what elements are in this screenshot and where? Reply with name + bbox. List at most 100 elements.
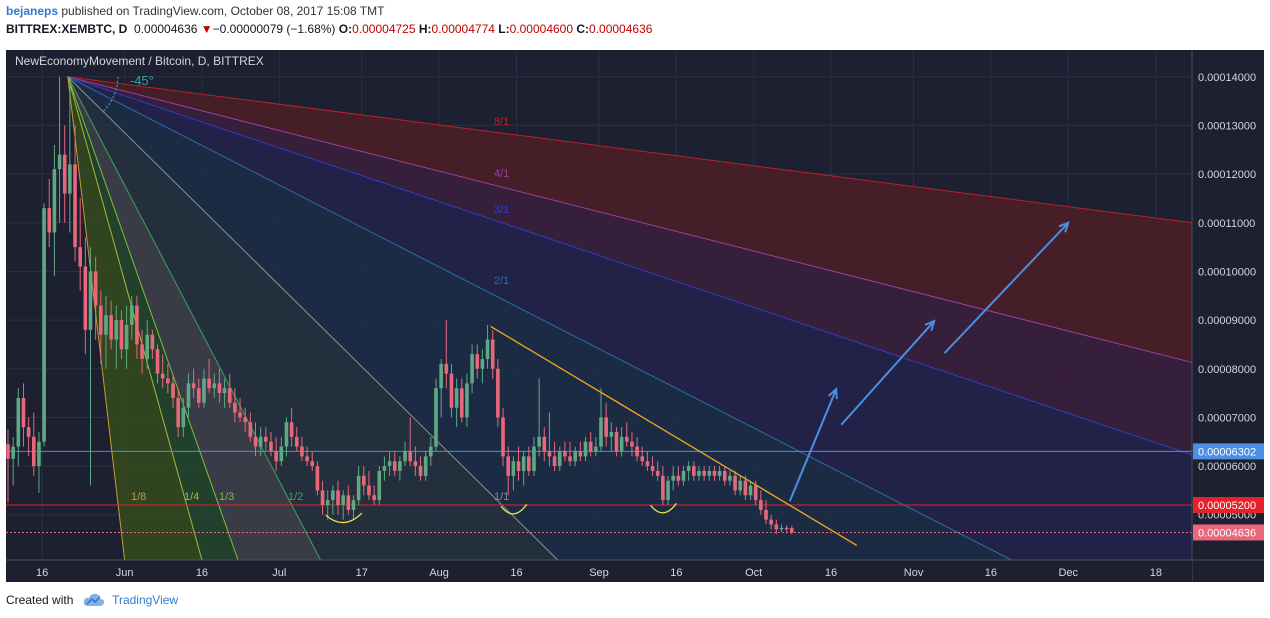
candle-body — [367, 485, 371, 496]
gann-fan-zone — [67, 76, 1192, 363]
candle-body — [707, 470, 712, 476]
price-chart[interactable]: -45° 8/1 4/1 3/1 2/1 1/1 1/2 1/3 1/4 1/8 0.0001400… — [6, 50, 1264, 582]
candle-body — [253, 436, 258, 447]
candle-body — [294, 436, 299, 447]
gann-angle-arc — [102, 76, 119, 113]
gann-fan-ray — [67, 76, 1193, 456]
candle-body — [243, 417, 248, 423]
candle-body — [485, 339, 490, 360]
candle-body — [594, 446, 598, 452]
candle-body — [661, 475, 665, 501]
candle-body — [361, 475, 366, 486]
candle-body — [346, 495, 351, 510]
candle-body — [511, 461, 516, 476]
candle-body — [423, 456, 428, 476]
candle-body — [377, 470, 382, 501]
gann-ray-label: 4/1 — [494, 168, 509, 180]
candle-body — [73, 164, 77, 248]
candle-body — [129, 305, 134, 325]
candle-body — [444, 363, 449, 374]
candle-body — [315, 466, 320, 491]
candle-body — [692, 466, 696, 476]
gann-ray-label: 1/8 — [131, 491, 146, 503]
candle-body — [31, 436, 36, 467]
candle-body — [284, 422, 289, 447]
blue-arrow-head — [1058, 221, 1070, 233]
candle-body — [588, 441, 593, 452]
candle-body — [439, 363, 443, 389]
candle-body — [578, 451, 583, 457]
close-label: C: — [576, 22, 590, 36]
gann-fan-ray — [67, 76, 1012, 561]
time-tick-label: 18 — [1150, 567, 1162, 579]
candle-body — [532, 446, 536, 471]
candle-body — [320, 490, 325, 506]
candle-body — [702, 470, 706, 476]
candle-body — [258, 436, 263, 447]
candle-body — [527, 456, 531, 471]
candle-body — [248, 422, 253, 437]
candle-body — [16, 397, 21, 447]
candle-body — [47, 208, 52, 233]
ticker: BITTREX:XEMBTC, D — [6, 22, 128, 36]
candle-body — [563, 451, 567, 457]
candle-body — [310, 461, 315, 467]
open-value: 0.00004725 — [352, 22, 416, 36]
last-price: 0.00004636 — [134, 22, 198, 36]
candle-body — [645, 461, 650, 467]
candle-body — [459, 388, 464, 418]
price-tick-label: 0.00006000 — [1198, 461, 1256, 473]
candle-body — [614, 432, 619, 452]
close-value: 0.00004636 — [589, 22, 653, 36]
candle-body — [119, 320, 124, 350]
chart-area[interactable]: -45° 8/1 4/1 3/1 2/1 1/1 1/2 1/3 1/4 1/8 0.0001400… — [6, 50, 1264, 582]
price-marker-box — [1193, 443, 1264, 460]
candle-body — [150, 334, 155, 350]
candle-body — [140, 344, 144, 360]
gann-ray-label: 2/1 — [494, 275, 509, 287]
high-label: H: — [418, 22, 432, 36]
price-tick-label: 0.00010000 — [1198, 266, 1256, 278]
price-tick-label: 0.00008000 — [1198, 364, 1256, 376]
candle-body — [753, 485, 758, 501]
candle-body — [490, 339, 495, 369]
candle-body — [114, 320, 119, 340]
yellow-bottom-curve — [325, 512, 363, 524]
candle-body — [547, 451, 552, 457]
price-marker-label: 0.00004636 — [1198, 527, 1256, 539]
candle-body — [222, 388, 227, 394]
tradingview-link[interactable]: TradingView — [112, 593, 179, 607]
down-arrow-icon: ▼ — [200, 22, 213, 36]
low-label: L: — [498, 22, 510, 36]
candle-body — [624, 436, 629, 442]
candle-body — [712, 470, 717, 476]
gann-fan-ray — [67, 76, 239, 561]
candle-body — [11, 446, 15, 459]
candle-body — [516, 461, 521, 471]
candle-body — [480, 359, 485, 369]
gann-ray-label: 1/2 — [288, 491, 303, 503]
open-label: O: — [338, 22, 353, 36]
candle-body — [671, 475, 675, 481]
candle-body — [552, 456, 557, 467]
candle-body — [331, 490, 335, 501]
author-link[interactable]: bejaneps — [6, 4, 59, 18]
gann-fan-ray — [67, 76, 1193, 363]
candle-body — [269, 441, 273, 452]
gann-ray-label: 1/4 — [184, 491, 199, 503]
candle-body — [475, 354, 480, 369]
candle-body — [37, 441, 41, 467]
time-tick-label: Sep — [589, 567, 609, 579]
candle-body — [336, 490, 340, 506]
candle-body — [408, 451, 413, 462]
footer: Created with TradingView — [6, 593, 178, 607]
candle-body — [676, 475, 681, 481]
candle-body — [233, 402, 237, 413]
candle-body — [279, 446, 284, 462]
gann-fan-ray — [67, 76, 321, 561]
time-tick-label: Jul — [272, 567, 286, 579]
candle-body — [88, 271, 93, 330]
candle-body — [501, 417, 505, 457]
time-tick-label: 17 — [356, 567, 368, 579]
price-tick-label: 0.00014000 — [1198, 72, 1256, 84]
